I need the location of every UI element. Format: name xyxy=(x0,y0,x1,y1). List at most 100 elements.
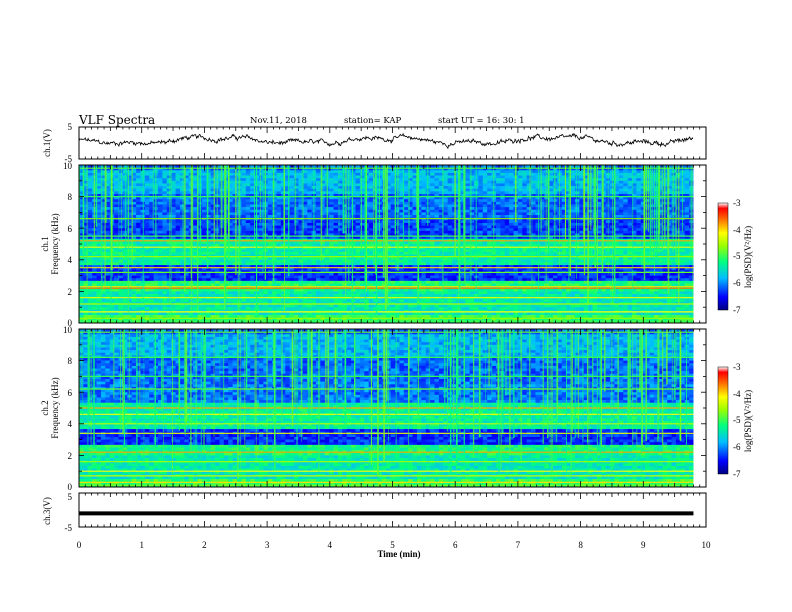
spectrogram-cell xyxy=(658,180,664,184)
spectrogram-cell xyxy=(342,244,348,247)
spectrogram-cell xyxy=(596,222,602,226)
spectrogram-cell xyxy=(158,188,163,192)
spectrogram-cell xyxy=(276,251,282,255)
spectrogram-cell xyxy=(460,215,466,218)
spectrogram-cell xyxy=(302,204,308,208)
spectrogram-cell xyxy=(399,183,405,187)
spectrogram-cell xyxy=(509,230,514,234)
spectrogram-cell xyxy=(645,178,650,182)
spectrogram-cell xyxy=(412,244,418,247)
spectrogram-cell xyxy=(583,180,589,184)
spectrogram-cell xyxy=(561,172,567,176)
spectrogram-cell xyxy=(522,230,527,234)
spectrogram-cell xyxy=(79,204,84,208)
spectrogram-cell xyxy=(241,196,247,200)
spectrogram-cell xyxy=(87,215,93,218)
spectrogram-cell xyxy=(100,165,106,168)
spectrogram-cell xyxy=(452,170,457,174)
spectrogram-cell xyxy=(416,183,422,187)
spectrogram-cell xyxy=(219,251,225,255)
spectrogram-cell xyxy=(311,257,317,261)
spectrogram-cell xyxy=(258,165,264,168)
spectrogram-cell xyxy=(517,186,523,189)
spectrogram-cell xyxy=(390,170,396,174)
spectrogram-cell xyxy=(158,186,163,189)
spectrogram-cell xyxy=(355,201,361,205)
spectrogram-cell xyxy=(329,167,334,171)
spectrogram-cell xyxy=(408,215,413,218)
spectrogram-cell xyxy=(500,172,506,176)
spectrogram-cell xyxy=(245,207,251,211)
spectrogram-cell xyxy=(232,199,238,203)
spectrogram-cell xyxy=(329,222,334,226)
spectrogram-cell xyxy=(118,220,124,224)
spectrogram-cell xyxy=(386,228,391,232)
spectrogram-cell xyxy=(596,175,602,179)
spectrogram-cell xyxy=(201,178,207,182)
spectrogram-cell xyxy=(289,188,295,192)
spectrogram-cell xyxy=(158,172,163,176)
spectrogram-cell xyxy=(500,222,506,226)
spectrogram-cell xyxy=(403,167,409,171)
spectrogram-cell xyxy=(351,170,356,174)
spectrogram-cell xyxy=(399,215,405,218)
spectrogram-cell xyxy=(684,228,690,232)
spectrogram-cell xyxy=(667,222,672,226)
spectrogram-cell xyxy=(618,228,624,232)
spectrogram-cell xyxy=(280,222,286,226)
spectrogram-cell xyxy=(399,191,405,195)
spectrogram-cell xyxy=(522,193,527,197)
spectrogram-cell xyxy=(579,201,585,205)
spectrogram-cell xyxy=(105,188,111,192)
spectrogram-cell xyxy=(667,201,672,205)
spectrogram-cell xyxy=(136,191,141,195)
spectrogram-cell xyxy=(443,207,448,211)
spectrogram-cell xyxy=(179,204,185,208)
spectrogram-cell xyxy=(285,201,290,205)
spectrogram-cell xyxy=(667,183,672,187)
spectrogram-cell xyxy=(504,225,510,229)
spectrogram-cell xyxy=(201,175,207,179)
spectrogram-cell xyxy=(307,241,312,245)
spectrogram-cell xyxy=(495,249,501,253)
spectrogram-cell xyxy=(430,225,435,229)
spectrogram-cell xyxy=(131,207,137,211)
spectrogram-cell xyxy=(443,165,448,168)
spectrogram-cell xyxy=(504,251,510,255)
spectrogram-cell xyxy=(241,204,247,208)
spectrogram-cell xyxy=(201,220,207,224)
spectrogram-cell xyxy=(100,188,106,192)
spectrogram-cell xyxy=(206,170,211,174)
spectrogram-cell xyxy=(294,170,299,174)
spectrogram-cell xyxy=(495,175,501,179)
spectrogram-cell xyxy=(105,257,111,261)
spectrogram-cell xyxy=(184,199,190,203)
spectrogram-cell xyxy=(96,207,102,211)
spectrogram-cell xyxy=(438,188,444,192)
spectrogram-cell xyxy=(535,244,541,247)
spectrogram-cell xyxy=(171,230,176,234)
spectrogram-cell xyxy=(403,257,409,261)
spectrogram-cell xyxy=(118,215,124,218)
spectrogram-cell xyxy=(144,215,150,218)
spectrogram-cell xyxy=(267,172,273,176)
spectrogram-cell xyxy=(320,172,326,176)
spectrogram-cell xyxy=(500,212,506,216)
spectrogram-cell xyxy=(329,220,334,224)
spectrogram-cell xyxy=(316,167,321,171)
spectrogram-cell xyxy=(79,183,84,187)
spectrogram-cell xyxy=(517,193,523,197)
spectrogram-cell xyxy=(131,204,137,208)
spectrogram-cell xyxy=(118,204,124,208)
spectrogram-cell xyxy=(500,201,506,205)
spectrogram-cell xyxy=(504,201,510,205)
spectrogram-cell xyxy=(513,222,519,226)
spectrogram-cell xyxy=(574,180,580,184)
spectrogram-cell xyxy=(127,230,132,234)
spectrogram-cell xyxy=(614,172,620,176)
spectrogram-cell xyxy=(509,228,514,232)
spectrogram-cell xyxy=(285,178,290,182)
spectrogram-cell xyxy=(171,204,176,208)
spectrogram-cell xyxy=(627,180,633,184)
spectrogram-cell xyxy=(469,244,475,247)
